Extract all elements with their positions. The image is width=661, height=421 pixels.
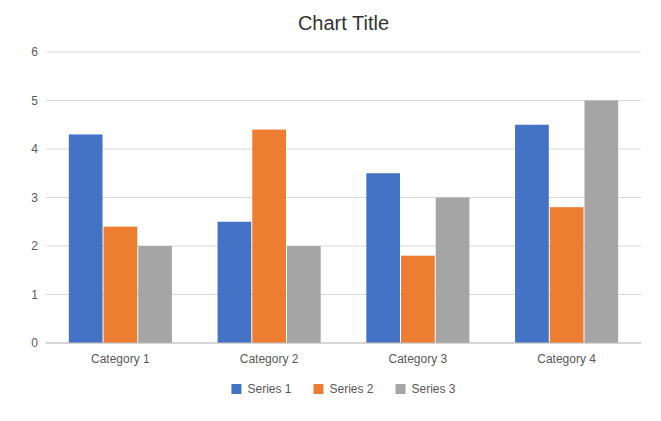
chart-title: Chart Title [298, 12, 389, 34]
legend: Series 1 Series 2 Series 3 [231, 382, 455, 396]
legend-swatch [396, 384, 406, 394]
bars [69, 101, 618, 344]
bar [515, 125, 549, 343]
grid-line [46, 100, 641, 101]
grid-line [46, 149, 641, 150]
chart-container: Chart Title 0 1 2 3 4 5 6 Category 1 Category 2 Ca… [0, 0, 661, 421]
y-tick-label: 6 [31, 45, 38, 59]
y-tick-label: 0 [31, 336, 38, 350]
grid [46, 52, 641, 343]
bar [287, 246, 321, 343]
chart: Chart Title 0 1 2 3 4 5 6 Category 1 Category 2 Ca… [0, 0, 661, 421]
bar [138, 246, 172, 343]
grid-line [46, 197, 641, 198]
bar [104, 227, 138, 343]
grid-line [46, 343, 641, 344]
bar [584, 101, 618, 344]
bar [366, 173, 400, 343]
legend-item: Series 2 [313, 382, 373, 396]
x-tick-label: Category 1 [91, 352, 150, 366]
bar [401, 256, 435, 343]
y-tick-label: 3 [31, 191, 38, 205]
legend-swatch [313, 384, 323, 394]
bar [69, 134, 103, 343]
bar [218, 222, 252, 343]
y-tick-label: 1 [31, 288, 38, 302]
bar [436, 198, 470, 344]
bar [252, 130, 286, 343]
x-axis-line [46, 343, 641, 344]
legend-label: Series 1 [247, 382, 291, 396]
legend-label: Series 3 [412, 382, 456, 396]
y-tick-label: 4 [31, 142, 38, 156]
bar [550, 207, 584, 343]
legend-item: Series 1 [231, 382, 291, 396]
x-tick-label: Category 2 [240, 352, 299, 366]
y-tick-label: 5 [31, 94, 38, 108]
grid-line [46, 52, 641, 53]
legend-label: Series 2 [329, 382, 373, 396]
legend-item: Series 3 [396, 382, 456, 396]
legend-swatch [231, 384, 241, 394]
y-tick-label: 2 [31, 239, 38, 253]
x-tick-label: Category 4 [537, 352, 596, 366]
x-tick-label: Category 3 [389, 352, 448, 366]
